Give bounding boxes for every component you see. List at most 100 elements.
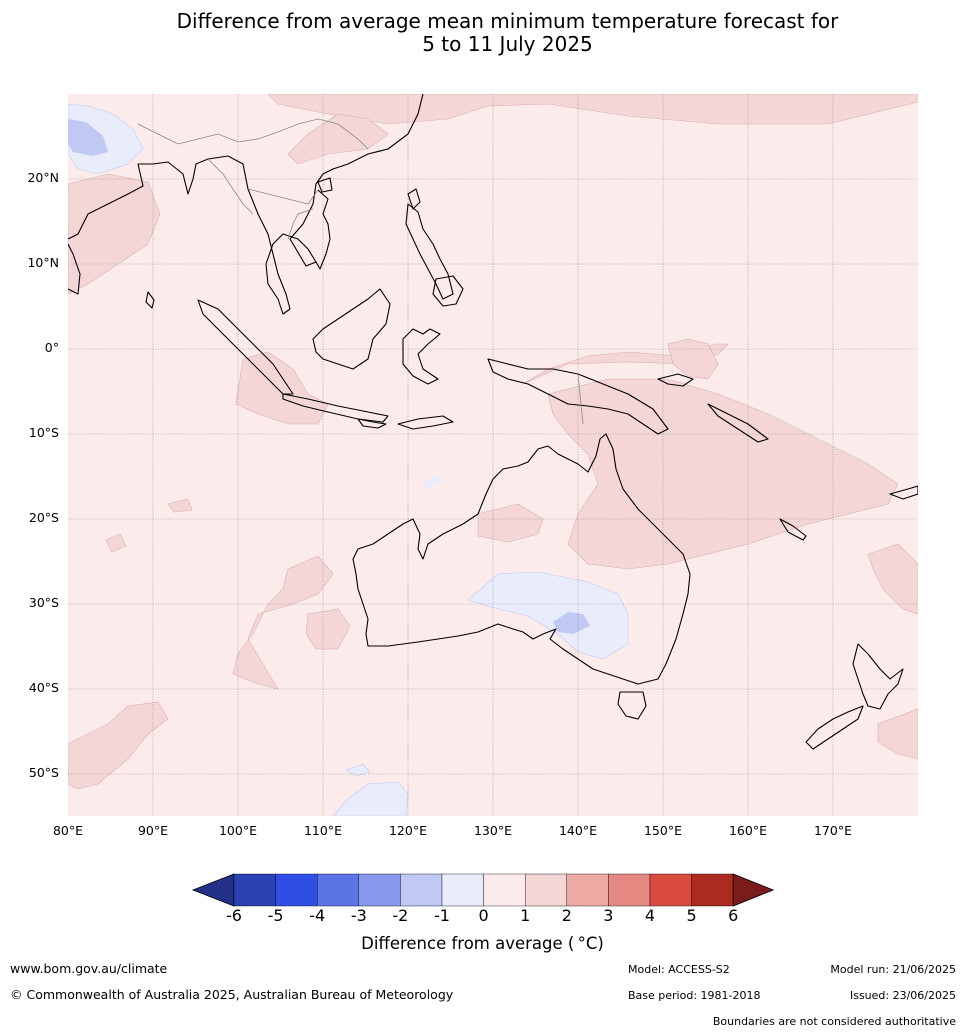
colorbar-segment xyxy=(400,873,443,907)
footer-url: www.bom.gov.au/climate xyxy=(10,961,168,976)
coast-sulawesi xyxy=(402,328,441,385)
map-title: Difference from average mean minimum tem… xyxy=(0,10,965,56)
warm-area-nw-australia xyxy=(477,503,544,543)
footer-base-period: Base period: 1981-2018 xyxy=(628,989,761,1002)
colorbar-tick-label: 0 xyxy=(478,906,489,925)
colorbar-segment xyxy=(358,873,401,907)
warm-area-far-south xyxy=(68,701,169,790)
colorbar-segment xyxy=(233,873,276,907)
lon-label-130e: 130°E xyxy=(473,823,512,838)
warm-area-south-indian xyxy=(232,555,334,690)
colorbar-tick-label: 1 xyxy=(520,906,531,925)
title-line-1: Difference from average mean minimum tem… xyxy=(176,9,839,33)
footer-model: Model: ACCESS-S2 xyxy=(628,963,730,976)
lon-label-110e: 110°E xyxy=(303,823,342,838)
coast-philippines xyxy=(405,203,454,300)
warm-area-small-2 xyxy=(105,533,127,553)
cool-area-sa-core xyxy=(553,612,590,634)
lat-label-50s: 50°S xyxy=(28,765,59,780)
lon-label-120e: 120°E xyxy=(388,823,427,838)
coast-taiwan xyxy=(407,188,421,210)
colorbar-segment xyxy=(649,873,692,907)
lat-label-20n: 20°N xyxy=(27,170,59,185)
coast-mindanao xyxy=(432,275,464,307)
cool-area-nw-aus-small xyxy=(423,474,440,488)
title-line-2: 5 to 11 July 2025 xyxy=(422,32,593,56)
lon-label-140e: 140°E xyxy=(558,823,597,838)
lon-label-170e: 170°E xyxy=(813,823,852,838)
warm-area-china xyxy=(287,113,389,165)
lat-label-0: 0° xyxy=(44,340,59,355)
lat-label-10s: 10°S xyxy=(28,425,59,440)
forecast-map xyxy=(68,94,918,816)
colorbar-segment xyxy=(275,873,318,907)
coast-borneo xyxy=(312,288,391,370)
lat-label-20s: 20°S xyxy=(28,510,59,525)
lon-label-100e: 100°E xyxy=(218,823,257,838)
footer-issued: Issued: 23/06/2025 xyxy=(849,989,956,1002)
colorbar-segments xyxy=(191,873,775,907)
lon-label-80e: 80°E xyxy=(52,823,84,838)
cool-anomaly-areas xyxy=(68,103,629,816)
warm-area-small-1 xyxy=(167,498,193,513)
coast-hainan xyxy=(317,177,333,193)
warm-area-east-pacific xyxy=(867,543,918,615)
coast-tasmania xyxy=(617,691,647,720)
coast-vietnam xyxy=(315,189,331,270)
coast-sumatra xyxy=(197,299,294,395)
colorbar-tick-label: -2 xyxy=(392,906,409,925)
footer-model-run: Model run: 21/06/2025 xyxy=(830,963,956,976)
coast-nz-south xyxy=(805,705,864,750)
coast-new-guinea xyxy=(487,358,669,435)
gridlines xyxy=(68,94,918,816)
cool-area-southern-ocean xyxy=(332,781,409,816)
coast-sumbawa xyxy=(357,418,387,429)
coast-solomons xyxy=(707,403,769,443)
coast-india xyxy=(68,155,229,240)
coast-timor xyxy=(397,415,454,430)
warm-area-south-indian-2 xyxy=(305,608,351,650)
coast-new-caledonia xyxy=(779,518,807,541)
cool-area-tibet xyxy=(68,103,144,175)
lat-label-30s: 30°S xyxy=(28,595,59,610)
colorbar-extend-min xyxy=(191,873,235,907)
coast-new-britain xyxy=(657,373,694,387)
colorbar-tick-label: 2 xyxy=(561,906,572,925)
colorbar-segment xyxy=(566,873,609,907)
warm-area-north-pacific xyxy=(267,94,918,125)
colorbar-tick-label: -6 xyxy=(226,906,242,925)
colorbar-segment xyxy=(608,873,651,907)
lon-label-160e: 160°E xyxy=(728,823,767,838)
coastlines xyxy=(68,94,918,750)
colorbar-tick-label: 5 xyxy=(686,906,697,925)
colorbar-tick-label: -1 xyxy=(434,906,450,925)
lon-label-150e: 150°E xyxy=(643,823,682,838)
cool-area-tibet-core xyxy=(68,119,108,156)
footer-disclaimer: Boundaries are not considered authoritat… xyxy=(712,1015,956,1028)
coast-mainland-asia xyxy=(227,94,424,315)
warm-area-southwest-pacific xyxy=(547,378,899,570)
colorbar-tick-label: -4 xyxy=(309,906,326,925)
colorbar-tick-label: 3 xyxy=(603,906,614,925)
cool-area-small xyxy=(345,763,371,777)
lat-label-10n: 10°N xyxy=(27,255,59,270)
country-borders xyxy=(137,118,584,425)
colorbar-extend-max xyxy=(732,873,775,907)
colorbar-tick-label: -5 xyxy=(267,906,284,925)
colorbar-tick-label: 4 xyxy=(644,906,656,925)
cool-area-south-australia xyxy=(467,571,629,660)
coast-india-west xyxy=(68,243,81,295)
warm-area-tasman xyxy=(877,708,918,760)
footer-copyright: © Commonwealth of Australia 2025, Austra… xyxy=(10,987,454,1002)
colorbar-label: Difference from average ( °C) xyxy=(361,934,604,953)
colorbar-tick-label: 6 xyxy=(728,906,739,925)
colorbar-segment xyxy=(483,873,526,907)
coast-java xyxy=(282,393,389,423)
colorbar-segment xyxy=(317,873,360,907)
lon-label-90e: 90°E xyxy=(137,823,169,838)
coast-nz-north xyxy=(852,643,904,710)
colorbar-segment xyxy=(441,873,484,907)
lat-label-40s: 40°S xyxy=(28,680,59,695)
colorbar-segment xyxy=(691,873,734,907)
colorbar-tick-label: -3 xyxy=(350,906,367,925)
